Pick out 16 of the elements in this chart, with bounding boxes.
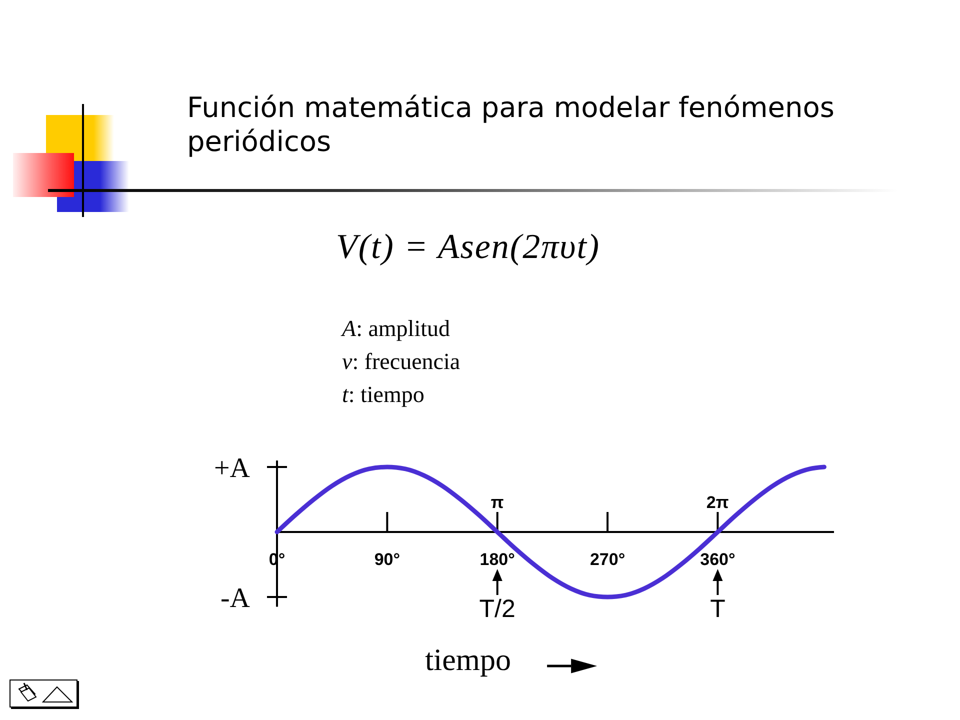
text: +A <box>214 452 251 484</box>
annotation: T <box>710 594 726 623</box>
chart-subtitle: V(t) = Asen(2πυt) <box>336 227 600 266</box>
text: A: amplitud <box>340 316 450 341</box>
text: t: tiempo <box>342 382 424 407</box>
text: ν: frecuencia <box>342 349 460 374</box>
text: -A <box>220 582 251 614</box>
x-tick-label: 90° <box>374 550 400 569</box>
x-tick-label: 360° <box>700 550 736 569</box>
annotation: T/2 <box>479 594 516 623</box>
x2-tick-label: 2π <box>706 492 729 512</box>
x-axis-title: tiempo <box>424 642 512 677</box>
x2-tick-label: π <box>490 492 504 512</box>
x-tick-label: 270° <box>590 550 626 569</box>
chart-title: Función matemática para modelar fenómenos periódicos <box>187 91 834 158</box>
x-tick-label: 180° <box>480 550 516 569</box>
